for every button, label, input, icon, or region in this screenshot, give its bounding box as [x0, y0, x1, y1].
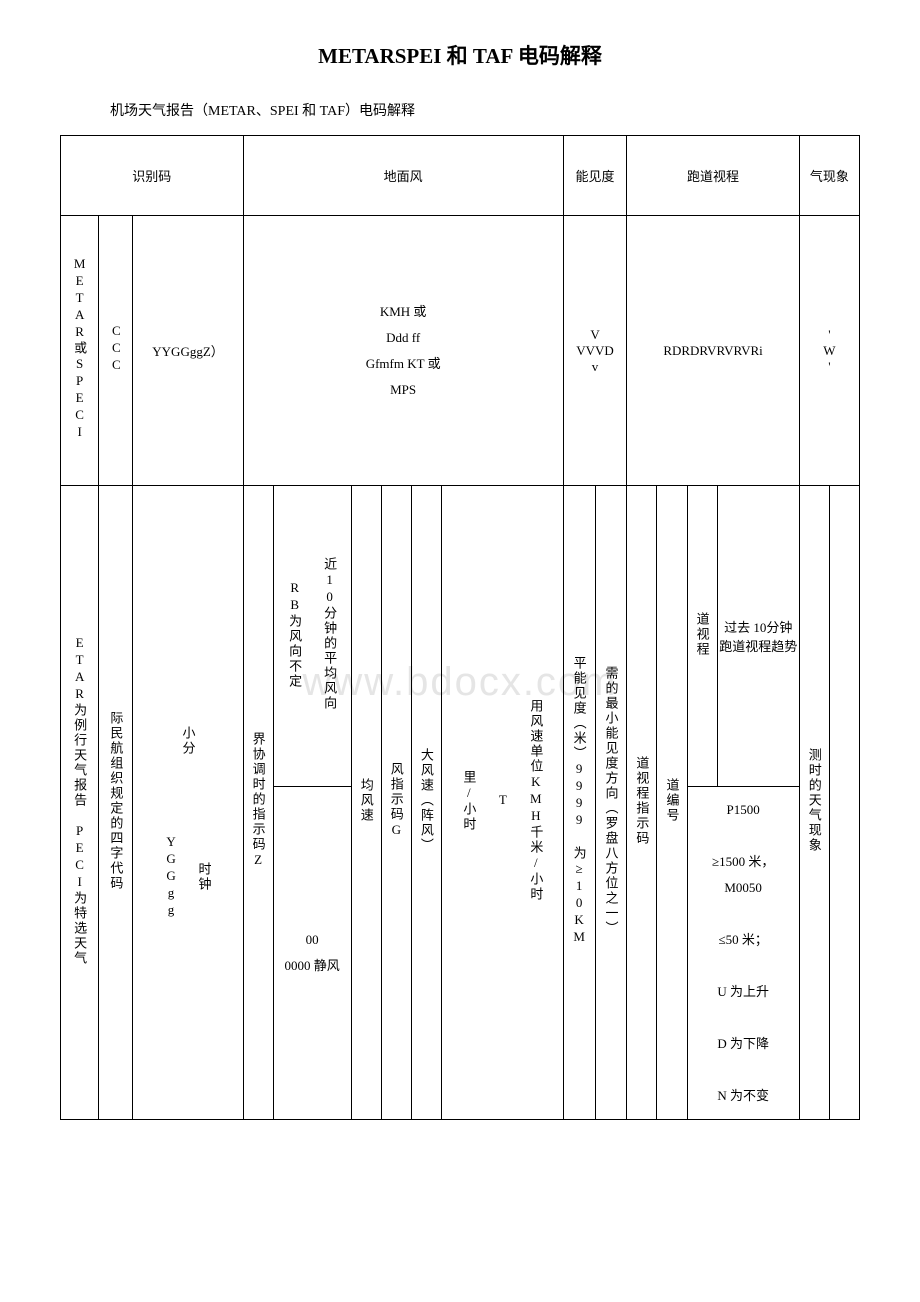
detail-rvr-indicator: 道视程指示码: [627, 486, 657, 1120]
header-identification: 识别码: [61, 136, 244, 216]
detail-extra: [829, 486, 859, 1120]
detail-wind-speed: 均风速: [351, 486, 381, 1120]
detail-rvr-value: 道视程: [687, 486, 717, 787]
code-visibility: V VVVD v: [563, 216, 627, 486]
metar-code-table: 识别码 地面风 能见度 跑道视程 气现象 METAR或SPECI CCC YYG…: [60, 135, 860, 1120]
detail-utc-indicator: 界协调时的指示码Z: [243, 486, 273, 1120]
page-title: METARSPEI 和 TAF 电码解释: [60, 40, 860, 70]
subtitle: 机场天气报告（METAR、SPEI 和 TAF）电码解释: [110, 100, 860, 120]
code-wind: KMH 或 Ddd ff Gfmfm KT 或 MPS: [243, 216, 563, 486]
detail-calm-wind: 00 0000 静风: [273, 787, 351, 1120]
section-header-row: 识别码 地面风 能见度 跑道视程 气现象: [61, 136, 860, 216]
detail-present-weather: 测时的天气现象: [799, 486, 829, 1120]
detail-time-desc: 小分 时钟 YGGgg: [133, 486, 243, 1120]
detail-wind-dir: 近10分钟的平均风向 RB为风向不定: [273, 486, 351, 787]
header-rvr: 跑道视程: [627, 136, 799, 216]
detail-report-desc: ETAR为例行天气报告 PECI为特选天气: [61, 486, 99, 1120]
code-icao: CCC: [99, 216, 133, 486]
detail-gust-speed: 大风速（阵风）: [411, 486, 441, 1120]
header-weather: 气现象: [799, 136, 859, 216]
detail-row-top: ETAR为例行天气报告 PECI为特选天气 际民航组织规定的四字代码 小分 时钟…: [61, 486, 860, 787]
code-report-type: METAR或SPECI: [61, 216, 99, 486]
detail-vis-value: 平能见度（米）9999 为≥10KM: [563, 486, 595, 1120]
detail-runway-number: 道编号: [657, 486, 687, 1120]
detail-speed-unit: 用风速单位KMH千米/小时 T 里/小时: [441, 486, 563, 1120]
detail-vis-direction: 需的最小能见度方向（罗盘八方位之一）: [595, 486, 627, 1120]
detail-gust-indicator: 风指示码G: [381, 486, 411, 1120]
detail-rvr-trend-header: 过去 10分钟跑道视程趋势: [717, 486, 799, 787]
code-time: YYGGggZ）: [133, 216, 243, 486]
detail-rvr-trend-values: P1500 ≥1500 米， M0050 ≤50 米； U 为上升 D 为下降 …: [687, 787, 799, 1120]
code-format-row: METAR或SPECI CCC YYGGggZ） KMH 或 Ddd ff Gf…: [61, 216, 860, 486]
code-rvr: RDRDRVRVRVRi: [627, 216, 799, 486]
detail-icao-desc: 际民航组织规定的四字代码: [99, 486, 133, 1120]
header-surface-wind: 地面风: [243, 136, 563, 216]
header-visibility: 能见度: [563, 136, 627, 216]
code-weather: ' W ': [799, 216, 859, 486]
